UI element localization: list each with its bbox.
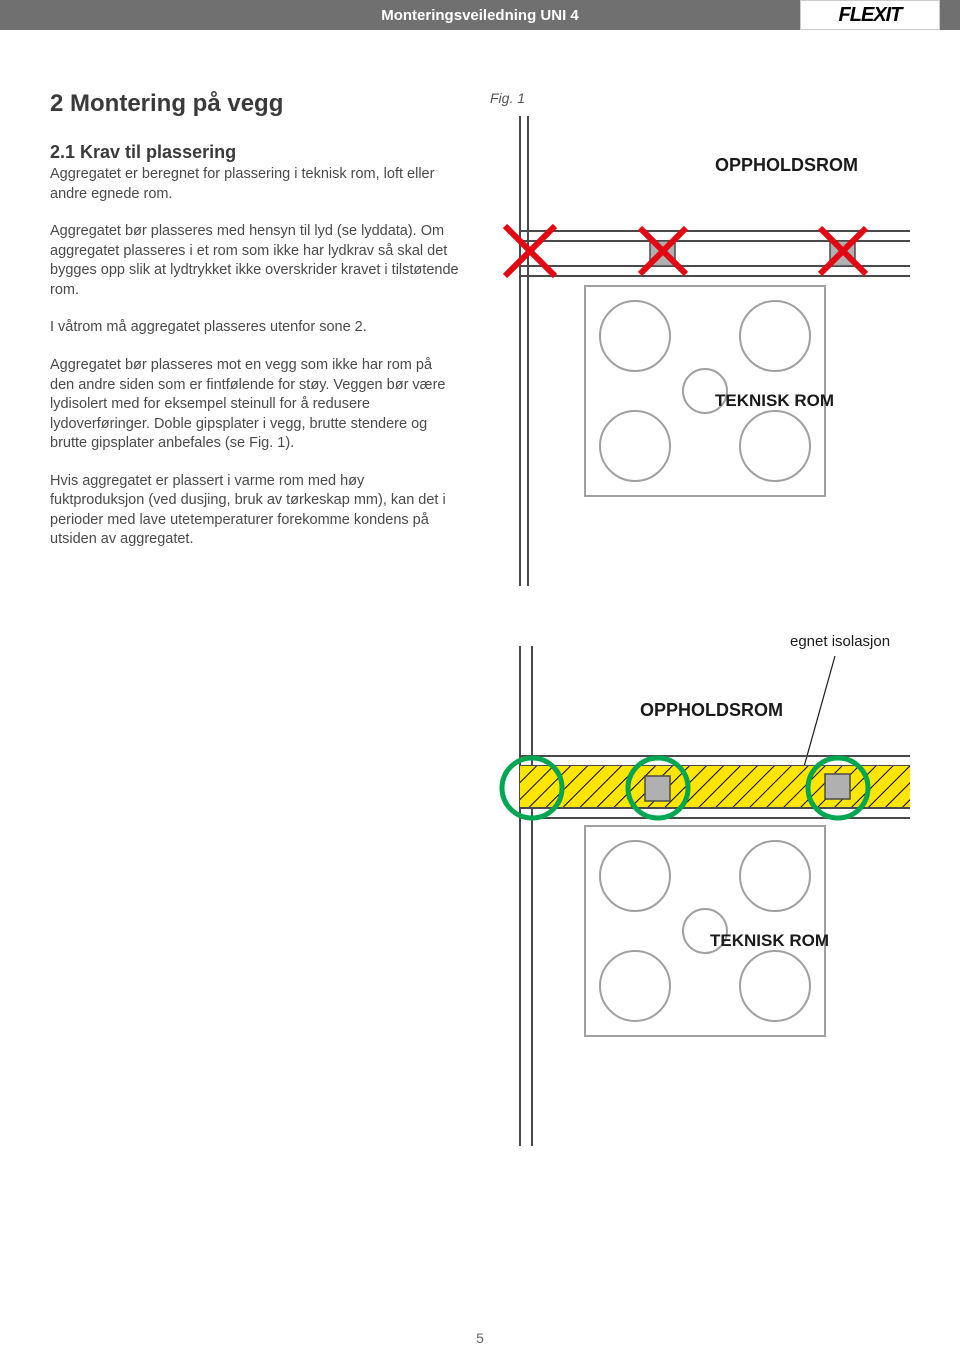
paragraph-5: Hvis aggregatet er plassert i varme rom … bbox=[50, 472, 460, 550]
text-column: 2 Montering på vegg 2.1 Krav til plasser… bbox=[50, 90, 460, 1171]
paragraph-4: Aggregatet bør plasseres mot en vegg som… bbox=[50, 356, 460, 454]
label-teknisk-rom-top: TEKNISK ROM bbox=[715, 391, 834, 410]
paragraph-1: Aggregatet er beregnet for plassering i … bbox=[50, 165, 460, 204]
label-egnet-isolasjon: egnet isolasjon bbox=[790, 633, 890, 650]
figure-label: Fig. 1 bbox=[490, 90, 910, 106]
paragraph-2: Aggregatet bør plasseres med hensyn til … bbox=[50, 222, 460, 300]
paragraph-3: I våtrom må aggregatet plasseres utenfor… bbox=[50, 318, 460, 338]
cross-icon bbox=[505, 226, 555, 276]
label-oppholdsrom-bottom: OPPHOLDSROM bbox=[640, 700, 783, 720]
cross-icon bbox=[820, 228, 866, 274]
page-content: 2 Montering på vegg 2.1 Krav til plasser… bbox=[0, 30, 960, 1171]
page-number: 5 bbox=[0, 1330, 960, 1346]
brand-logo-text: FLEXIT bbox=[839, 4, 902, 27]
section-heading: 2 Montering på vegg bbox=[50, 90, 460, 118]
figure-column: Fig. 1 OPPHOLDSROM bbox=[490, 90, 910, 1171]
brand-logo: FLEXIT bbox=[800, 0, 940, 30]
label-teknisk-rom-bottom: TEKNISK ROM bbox=[710, 931, 829, 950]
cross-icon bbox=[640, 228, 686, 274]
figure-diagram: OPPHOLDSROM TEKNISK ROM bbox=[490, 116, 910, 1166]
sub-heading: 2.1 Krav til plassering bbox=[50, 142, 460, 163]
header-title: Monteringsveiledning UNI 4 bbox=[381, 7, 579, 24]
page-header: Monteringsveiledning UNI 4 FLEXIT bbox=[0, 0, 960, 30]
label-oppholdsrom-top: OPPHOLDSROM bbox=[715, 155, 858, 175]
